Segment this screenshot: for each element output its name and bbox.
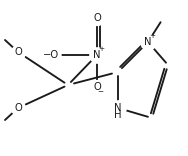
Text: +: + <box>98 46 104 52</box>
Text: N: N <box>93 50 101 60</box>
Text: H: H <box>114 110 122 120</box>
Text: −: − <box>98 89 104 95</box>
Text: +: + <box>149 33 155 39</box>
Text: N: N <box>144 37 152 47</box>
Text: N: N <box>114 103 122 113</box>
Text: O: O <box>93 82 101 92</box>
Text: −O: −O <box>43 50 59 60</box>
Text: O: O <box>14 47 22 57</box>
Text: O: O <box>93 13 101 23</box>
Text: O: O <box>14 103 22 113</box>
